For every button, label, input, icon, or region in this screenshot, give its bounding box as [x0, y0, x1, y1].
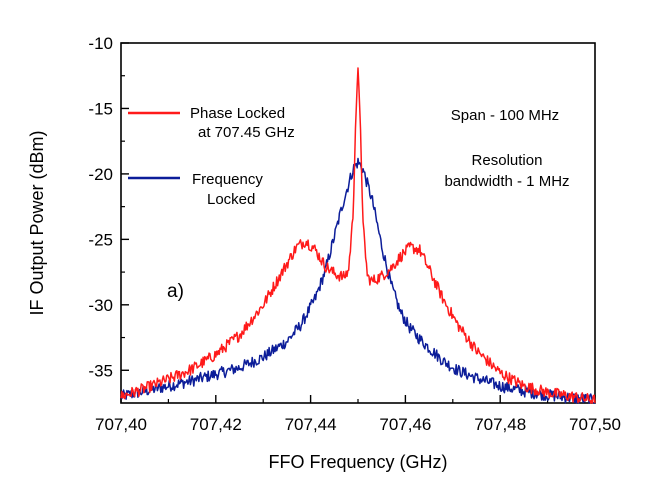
y-tick-label: -25 — [88, 230, 113, 249]
annotation-resolution-line2: bandwidth - 1 MHz — [444, 173, 569, 190]
series-line-phase-locked — [120, 67, 596, 404]
y-tick-label: -35 — [88, 361, 113, 380]
x-tick-label: 707,50 — [569, 415, 621, 434]
y-axis-title: IF Output Power (dBm) — [27, 130, 47, 315]
legend-label-phase-locked-line1: Phase Locked — [190, 105, 285, 122]
series-layer — [120, 67, 596, 404]
y-tick-label: -15 — [88, 99, 113, 118]
x-tick-label: 707,40 — [95, 415, 147, 434]
y-tick-label: -30 — [88, 296, 113, 315]
x-tick-label: 707,46 — [379, 415, 431, 434]
legend: Phase Locked at 707.45 GHz Frequency Loc… — [128, 105, 295, 208]
annotation-resolution-line1: Resolution — [472, 152, 543, 169]
plot-frame — [120, 42, 596, 404]
legend-label-frequency-locked-line1: Frequency — [192, 171, 263, 188]
y-axis-ticks: -35 -30 -25 -20 -15 -10 — [88, 34, 129, 380]
legend-label-phase-locked-line2: at 707.45 GHz — [198, 124, 295, 141]
x-axis-ticks: 707,40 707,42 707,44 707,46 707,48 707,50 — [95, 395, 621, 434]
x-tick-label: 707,42 — [190, 415, 242, 434]
y-tick-label: -10 — [88, 34, 113, 53]
annotation-span: Span - 100 MHz — [451, 107, 559, 124]
series-line-frequency-locked — [120, 157, 595, 404]
x-tick-label: 707,48 — [474, 415, 526, 434]
y-tick-label: -20 — [88, 165, 113, 184]
legend-label-frequency-locked-line2: Locked — [207, 191, 255, 208]
panel-label: a) — [167, 281, 184, 302]
x-tick-label: 707,44 — [285, 415, 337, 434]
x-axis-title: FFO Frequency (GHz) — [268, 452, 447, 472]
